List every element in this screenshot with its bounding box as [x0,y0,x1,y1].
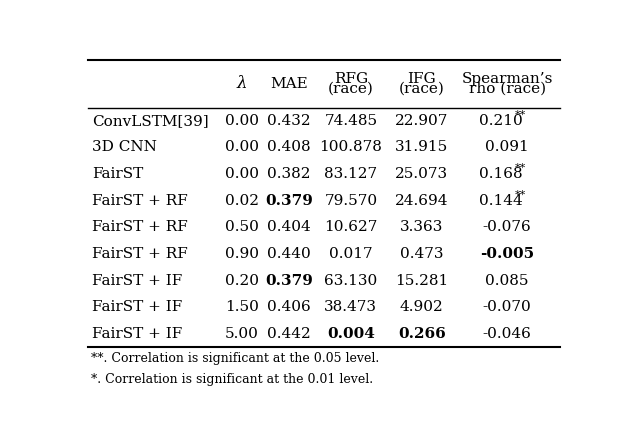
Text: 0.50: 0.50 [225,220,259,234]
Text: *. Correlation is significant at the 0.01 level.: *. Correlation is significant at the 0.0… [90,373,373,386]
Text: FairST + IF: FairST + IF [92,274,182,288]
Text: (race): (race) [328,82,374,96]
Text: 0.210: 0.210 [479,114,522,128]
Text: Spearman’s: Spearman’s [462,72,553,86]
Text: -0.070: -0.070 [483,300,531,314]
Text: 0.144: 0.144 [479,194,522,208]
Text: 0.00: 0.00 [225,114,259,128]
Text: 31.915: 31.915 [395,141,448,154]
Text: 22.907: 22.907 [395,114,448,128]
Text: 0.379: 0.379 [265,274,313,288]
Text: **. Correlation is significant at the 0.05 level.: **. Correlation is significant at the 0.… [90,352,379,365]
Text: 0.473: 0.473 [400,247,443,261]
Text: -0.076: -0.076 [483,220,531,234]
Text: 83.127: 83.127 [324,167,377,181]
Text: **: ** [514,110,526,120]
Text: rho (race): rho (race) [468,82,546,96]
Text: RFG: RFG [333,72,368,86]
Text: 79.570: 79.570 [324,194,377,208]
Text: 0.442: 0.442 [267,327,311,341]
Text: 0.379: 0.379 [265,194,313,208]
Text: FairST + IF: FairST + IF [92,327,182,341]
Text: 3D CNN: 3D CNN [92,141,157,154]
Text: 0.00: 0.00 [225,141,259,154]
Text: **: ** [514,163,526,173]
Text: 0.404: 0.404 [267,220,311,234]
Text: FairST + RF: FairST + RF [92,220,188,234]
Text: 1.50: 1.50 [225,300,259,314]
Text: 0.091: 0.091 [485,141,529,154]
Text: -0.046: -0.046 [483,327,532,341]
Text: 3.363: 3.363 [400,220,443,234]
Text: 0.00: 0.00 [225,167,259,181]
Text: 63.130: 63.130 [324,274,377,288]
Text: 4.902: 4.902 [400,300,443,314]
Text: 0.382: 0.382 [267,167,311,181]
Text: 74.485: 74.485 [324,114,377,128]
Text: 0.004: 0.004 [327,327,375,341]
Text: 10.627: 10.627 [324,220,377,234]
Text: IFG: IFG [408,72,436,86]
Text: λ: λ [236,76,247,92]
Text: MAE: MAE [270,77,308,91]
Text: **: ** [514,190,526,200]
Text: 100.878: 100.878 [320,141,382,154]
Text: FairST + RF: FairST + RF [92,247,188,261]
Text: 0.432: 0.432 [267,114,311,128]
Text: 0.408: 0.408 [267,141,311,154]
Text: 0.406: 0.406 [267,300,311,314]
Text: 0.168: 0.168 [479,167,522,181]
Text: 25.073: 25.073 [395,167,448,181]
Text: (race): (race) [399,82,445,96]
Text: 24.694: 24.694 [395,194,448,208]
Text: 38.473: 38.473 [324,300,377,314]
Text: ConvLSTM[39]: ConvLSTM[39] [92,114,208,128]
Text: 0.085: 0.085 [485,274,529,288]
Text: 0.266: 0.266 [398,327,445,341]
Text: 0.90: 0.90 [225,247,259,261]
Text: 0.02: 0.02 [225,194,259,208]
Text: 0.017: 0.017 [329,247,372,261]
Text: 0.440: 0.440 [267,247,311,261]
Text: 0.20: 0.20 [225,274,259,288]
Text: FairST + IF: FairST + IF [92,300,182,314]
Text: 15.281: 15.281 [395,274,448,288]
Text: -0.005: -0.005 [480,247,534,261]
Text: 5.00: 5.00 [225,327,259,341]
Text: FairST + RF: FairST + RF [92,194,188,208]
Text: FairST: FairST [92,167,143,181]
